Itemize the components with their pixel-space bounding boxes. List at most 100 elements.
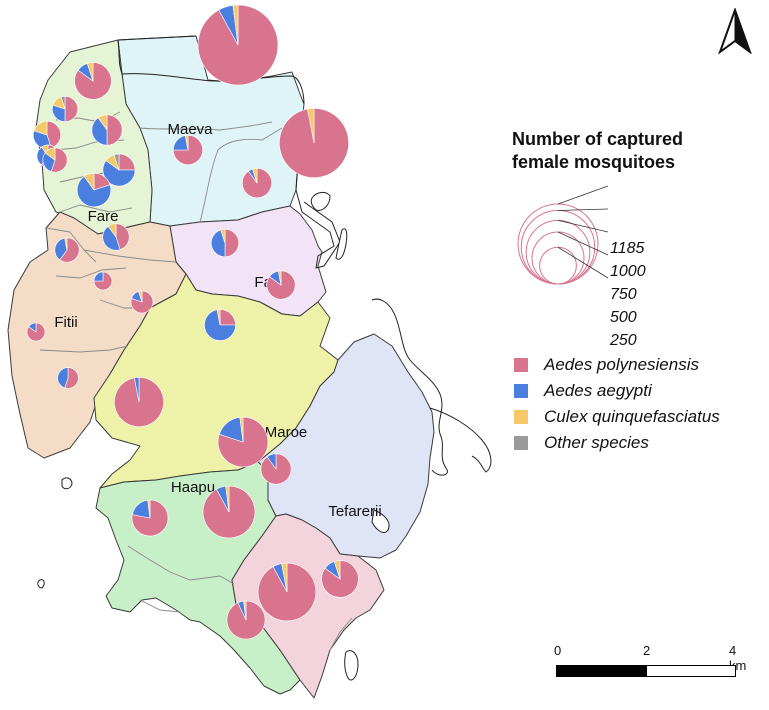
legend-species-row: Culex quinquefasciatus	[510, 404, 760, 430]
site-pie	[52, 95, 79, 123]
district-label: Fare	[88, 208, 119, 225]
pie-slice-aedes-aegypti	[54, 237, 68, 261]
commune-boundary	[45, 227, 97, 263]
site-pie	[204, 309, 236, 341]
motu-outline	[335, 228, 348, 260]
site-pie	[57, 367, 79, 389]
site-pie	[279, 108, 349, 178]
site-pie	[242, 168, 272, 198]
commune-boundary	[59, 204, 133, 213]
district-label: Tefarerii	[328, 503, 381, 520]
pie-slice-aedes-aegypti	[28, 322, 37, 333]
site-pie	[197, 4, 279, 86]
site-pie	[42, 147, 68, 173]
pie-slice-culex-quinquefasciatus	[239, 416, 244, 443]
district-label: Fitii	[54, 314, 77, 331]
legend-species-name: Aedes polynesiensis	[544, 355, 699, 374]
pie-slice-culex-quinquefasciatus	[333, 560, 341, 580]
pie-slice-aedes-aegypti	[102, 160, 136, 187]
site-pie	[173, 135, 203, 165]
pie-slice-aedes-aegypti	[57, 367, 69, 389]
pie-slice-aedes-aegypti	[93, 271, 104, 282]
motu-outline	[310, 191, 331, 211]
legend-title-line2: female mosquitoes	[512, 152, 676, 172]
size-legend-circles	[517, 185, 609, 285]
site-pie	[257, 562, 317, 622]
site-pie	[102, 223, 130, 251]
size-legend-leader	[557, 231, 609, 256]
site-pie	[130, 290, 154, 314]
size-legend-leader	[557, 208, 609, 211]
pie-slice-culex-quinquefasciatus	[184, 135, 189, 151]
north-arrow	[717, 7, 753, 59]
district-label: Maeva	[167, 121, 213, 138]
commune-boundary	[139, 599, 181, 613]
north-arrow-icon	[717, 7, 753, 55]
site-pie	[26, 322, 46, 342]
motu-outline	[371, 298, 448, 476]
legend-species-row: Aedes polynesiensis	[510, 352, 760, 378]
site-pie	[321, 560, 359, 598]
motu-outline	[295, 129, 341, 269]
scale-label: 0	[554, 643, 562, 658]
lagoon-reef-line	[117, 35, 305, 105]
site-pie	[260, 453, 292, 485]
commune-boundary	[127, 545, 235, 585]
pie-slice-culex-quinquefasciatus	[44, 147, 56, 161]
size-legend-leader	[557, 246, 609, 279]
motu-outline	[344, 650, 359, 681]
pie-slice-culex-quinquefasciatus	[277, 270, 282, 286]
pie-slice-culex-quinquefasciatus	[216, 309, 221, 326]
pie-slice-culex-quinquefasciatus	[86, 62, 94, 82]
pie-slice-culex-quinquefasciatus	[220, 228, 226, 244]
legend-swatch	[514, 358, 528, 372]
district-label: Haapu	[171, 479, 215, 496]
pie-slice-culex-quinquefasciatus	[147, 499, 151, 519]
pie-slice-culex-quinquefasciatus	[83, 172, 95, 191]
size-legend-leader	[557, 219, 609, 233]
motu-outline	[61, 477, 73, 490]
pie-slice-culex-quinquefasciatus	[64, 237, 68, 251]
legend-species-name: Other species	[544, 433, 649, 452]
pie-slice-culex-quinquefasciatus	[243, 600, 247, 621]
legend-species-name: Aedes aegypti	[544, 381, 652, 400]
commune-boundary	[83, 249, 177, 263]
site-pie	[202, 485, 256, 539]
pie-slice-culex-quinquefasciatus	[232, 4, 239, 46]
site-pie	[102, 153, 136, 187]
site-pie	[76, 172, 112, 208]
pie-slice-aedes-polynesiensis	[115, 223, 130, 250]
legend-title: Number of captured female mosquitoes	[512, 128, 760, 174]
motu-outline	[371, 509, 390, 533]
legend-species-row: Other species	[510, 430, 760, 456]
district-polygons	[7, 35, 435, 699]
pie-markers	[26, 4, 359, 640]
size-legend-circle	[525, 219, 591, 285]
pie-slice-culex-quinquefasciatus	[225, 485, 230, 513]
pie-slice-aedes-aegypti	[204, 309, 236, 341]
size-legend-value: 1000	[610, 263, 646, 280]
pie-slice-aedes-polynesiensis	[217, 416, 269, 468]
site-pie	[210, 228, 240, 258]
pie-slice-culex-quinquefasciatus	[97, 114, 108, 131]
size-legend: 1185 1000 750 500 250	[510, 180, 760, 349]
site-pie	[91, 114, 123, 146]
site-pie	[226, 600, 266, 640]
legend-title-line1: Number of captured	[512, 129, 684, 149]
legend-species-row: Aedes aegypti	[510, 378, 760, 404]
site-pie	[74, 62, 112, 100]
size-legend-value: 750	[610, 286, 637, 303]
pie-slice-aedes-aegypti	[210, 229, 226, 258]
size-legend-value: 250	[610, 332, 637, 349]
pie-slice-culex-quinquefasciatus	[138, 290, 143, 303]
site-pie	[266, 270, 296, 300]
commune-boundary	[55, 267, 127, 279]
scale-bar: 0 2 4 km	[552, 643, 757, 693]
legend-swatch	[514, 436, 528, 450]
pie-slice-aedes-polynesiensis	[224, 228, 240, 258]
site-pie	[33, 120, 62, 149]
scale-label: 2	[643, 643, 651, 658]
pie-slice-culex-quinquefasciatus	[107, 223, 117, 238]
pie-slice-culex-quinquefasciatus	[252, 168, 258, 184]
pie-slice-aedes-aegypti	[76, 175, 112, 208]
